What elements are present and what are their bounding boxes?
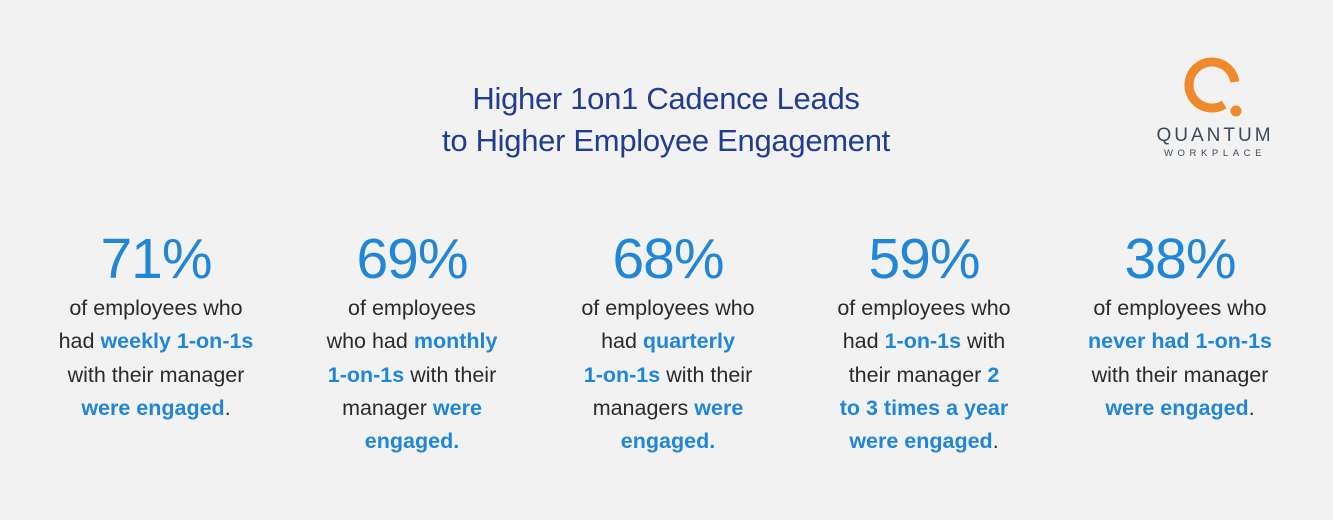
highlight-text: 1-on-1s: [327, 362, 405, 387]
stat-never: 38% of employees who never had 1-on-1s wit…: [1052, 226, 1308, 425]
description-text: of employees who: [69, 296, 243, 320]
title-line-2: to Higher Employee Engagement: [442, 123, 890, 158]
description-text: had: [842, 329, 885, 354]
description-line: 1-on-1s with their: [540, 359, 796, 392]
highlight-text: engaged.: [620, 429, 716, 454]
highlight-text: never had 1-on-1s: [1088, 329, 1272, 354]
highlight-text: were: [432, 395, 482, 420]
title-line-1: Higher 1on1 Cadence Leads: [472, 81, 860, 116]
highlight-text: weekly 1-on-1s: [100, 329, 254, 354]
stat-monthly: 69% of employees who had monthly 1-on-1s w…: [284, 226, 540, 458]
highlight-text: were engaged: [849, 429, 993, 454]
description-text: had: [601, 329, 643, 354]
description-line: engaged.: [540, 425, 796, 458]
description-line: of employees who: [28, 292, 284, 325]
description-line: were engaged.: [796, 425, 1052, 458]
description-line: of employees who: [796, 292, 1052, 325]
stat-percentage: 38%: [1124, 227, 1236, 291]
description-text: of employees who: [1093, 296, 1267, 320]
description-line: who had monthly: [284, 325, 540, 358]
description-text: manager: [342, 395, 433, 420]
stat-quarterly: 68% of employees who had quarterly 1-on-1s…: [540, 226, 796, 458]
highlight-text: were: [694, 395, 744, 420]
stat-percentage: 69%: [356, 227, 468, 291]
description-line: engaged.: [284, 425, 540, 458]
description-line: were engaged.: [28, 392, 284, 425]
description-line: had weekly 1-on-1s: [28, 325, 284, 358]
description-text: .: [1248, 395, 1255, 420]
logo-name: QUANTUM: [1156, 125, 1274, 146]
description-line: their manager 2: [796, 359, 1052, 392]
highlight-text: 1-on-1s: [884, 329, 962, 354]
description-line: 1-on-1s with their: [284, 359, 540, 392]
highlight-text: were engaged: [1105, 395, 1249, 420]
description-text: of employees: [348, 296, 476, 320]
description-line: had quarterly: [540, 325, 796, 358]
highlight-text: monthly: [413, 329, 498, 354]
highlight-text: 2: [987, 362, 1000, 387]
stat-description: of employees who had 1-on-1s with their ma…: [796, 292, 1052, 458]
description-text: with: [961, 329, 1006, 354]
logo-subtitle: WORKPLACE: [1163, 148, 1267, 159]
stat-twice-a-year: 59% of employees who had 1-on-1s with thei…: [796, 226, 1052, 458]
description-line: of employees who: [540, 292, 796, 325]
description-line: manager were: [284, 392, 540, 425]
description-text: .: [992, 429, 999, 454]
stat-weekly: 71% of employees who had weekly 1-on-1s wi…: [28, 226, 284, 425]
highlight-text: 1-on-1s: [583, 362, 661, 387]
stats-row: 71% of employees who had weekly 1-on-1s wi…: [28, 226, 1308, 506]
stat-percentage: 71%: [100, 227, 212, 291]
description-line: were engaged.: [1052, 392, 1308, 425]
description-line: to 3 times a year: [796, 392, 1052, 425]
description-text: managers: [592, 395, 695, 420]
stat-percentage: 68%: [612, 227, 724, 291]
description-text: of employees who: [581, 296, 755, 320]
quantum-workplace-logo: QUANTUM WORKPLACE: [1140, 48, 1290, 168]
stat-description: of employees who had weekly 1-on-1s with t…: [28, 292, 284, 425]
description-line: had 1-on-1s with: [796, 325, 1052, 358]
description-line: never had 1-on-1s: [1052, 325, 1308, 358]
stat-description: of employees who had quarterly 1-on-1s wit…: [540, 292, 796, 458]
description-text: who had: [326, 329, 414, 354]
description-text: with their manager: [67, 362, 245, 387]
highlight-text: to 3 times a year: [839, 395, 1009, 420]
description-line: of employees: [284, 292, 540, 325]
highlight-text: quarterly: [642, 329, 735, 354]
stat-description: of employees who had monthly 1-on-1s with …: [284, 292, 540, 458]
description-line: with their manager: [1052, 359, 1308, 392]
description-text: of employees who: [837, 296, 1011, 320]
description-text: with their manager: [1091, 362, 1269, 387]
description-text: their manager: [848, 362, 988, 387]
page-title: Higher 1on1 Cadence Leads to Higher Empl…: [366, 78, 966, 162]
description-line: of employees who: [1052, 292, 1308, 325]
stat-percentage: 59%: [868, 227, 980, 291]
description-text: .: [224, 395, 231, 420]
highlight-text: engaged.: [364, 429, 460, 454]
description-line: with their manager: [28, 359, 284, 392]
description-text: with their: [660, 362, 753, 387]
description-text: with their: [404, 362, 497, 387]
description-line: managers were: [540, 392, 796, 425]
highlight-text: were engaged: [81, 395, 225, 420]
quantum-q-icon: [1184, 57, 1242, 117]
stat-description: of employees who never had 1-on-1s with th…: [1052, 292, 1308, 425]
description-text: had: [58, 329, 101, 354]
